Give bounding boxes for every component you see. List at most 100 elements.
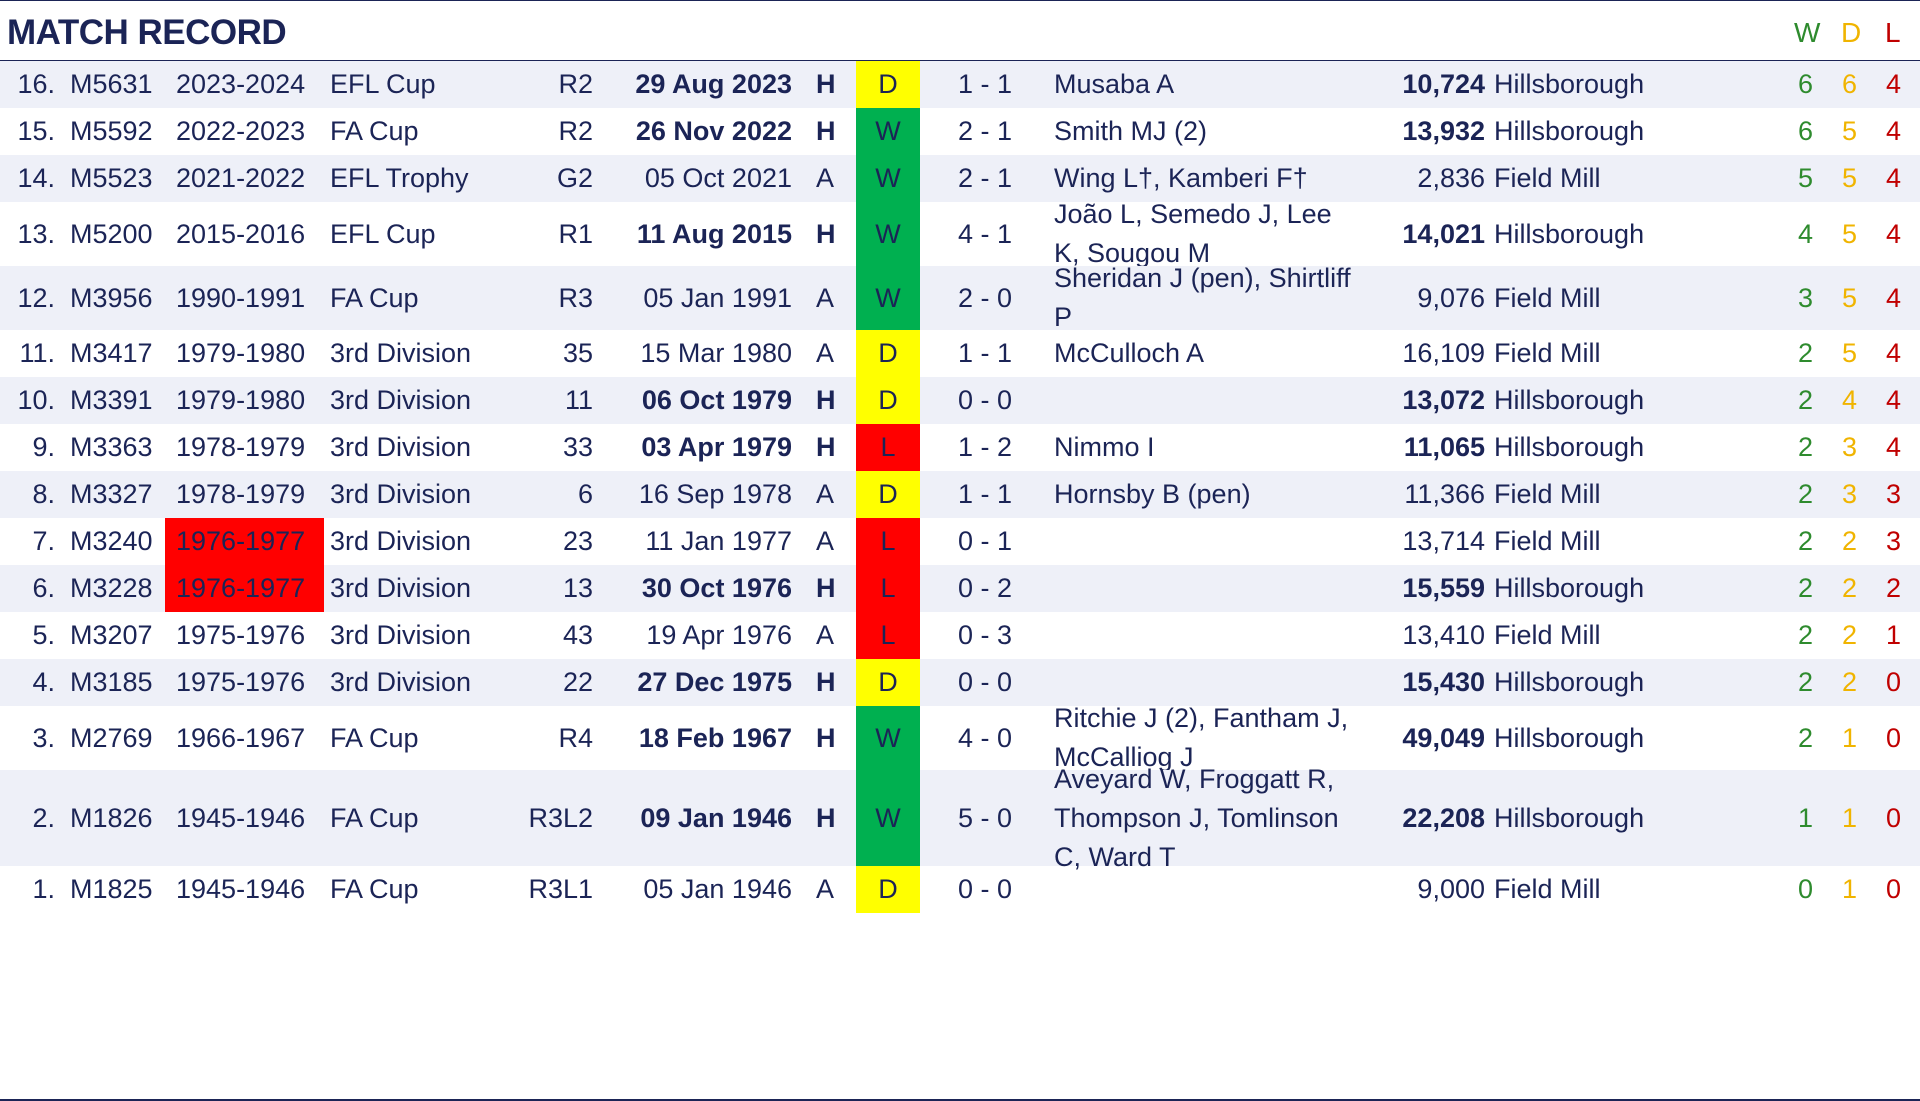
attendance: 13,932 — [1402, 116, 1485, 146]
match-number: 13. — [17, 219, 55, 249]
competition: 3rd Division — [330, 620, 472, 650]
scorers: Ritchie J (2), Fantham J, McCalliog J — [1054, 703, 1349, 772]
wins-count: 2 — [1798, 723, 1814, 753]
score: 1 - 1 — [957, 69, 1013, 99]
match-date: 18 Feb 1967 — [638, 723, 792, 753]
result-badge: D — [856, 61, 920, 108]
venue: H — [816, 723, 836, 753]
competition: 3rd Division — [330, 385, 472, 415]
score: 2 - 1 — [957, 163, 1013, 193]
scorers: Aveyard W, Froggatt R, Thompson J, Tomli… — [1054, 764, 1339, 872]
losses-count: 4 — [1886, 69, 1902, 99]
score: 0 - 0 — [957, 874, 1013, 904]
match-number: 12. — [17, 283, 55, 313]
match-date: 05 Jan 1946 — [643, 874, 792, 904]
header-wins: W — [1794, 17, 1821, 48]
score: 0 - 0 — [957, 385, 1013, 415]
season: 1975-1976 — [176, 667, 306, 697]
match-code: M3327 — [70, 479, 153, 509]
ground: Hillsborough — [1494, 723, 1645, 753]
score: 0 - 0 — [957, 667, 1013, 697]
scorers: Musaba A — [1054, 69, 1175, 99]
match-code: M3417 — [70, 338, 153, 368]
draws-count: 6 — [1842, 69, 1858, 99]
draws-count: 1 — [1842, 803, 1858, 833]
score: 0 - 2 — [957, 573, 1013, 603]
draws-count: 5 — [1842, 338, 1858, 368]
result-badge: L — [856, 565, 920, 612]
match-code: M5523 — [70, 163, 153, 193]
losses-count: 3 — [1886, 479, 1902, 509]
result-badge: L — [856, 612, 920, 659]
match-code: M2769 — [70, 723, 153, 753]
header-draws: D — [1841, 17, 1862, 48]
table-row: 4. M3185 1975-1976 3rd Division 22 27 Dec 197… — [0, 659, 1920, 706]
round: R2 — [558, 69, 593, 99]
wins-count: 2 — [1798, 573, 1814, 603]
ground: Field Mill — [1494, 479, 1601, 509]
attendance: 13,714 — [1402, 526, 1485, 556]
wins-count: 2 — [1798, 479, 1814, 509]
round: 22 — [562, 667, 593, 697]
match-number: 11. — [19, 338, 55, 368]
losses-count: 4 — [1886, 432, 1902, 462]
wins-count: 6 — [1798, 69, 1814, 99]
losses-count: 4 — [1886, 116, 1902, 146]
competition: 3rd Division — [330, 432, 472, 462]
venue: A — [816, 283, 835, 313]
draws-count: 1 — [1842, 874, 1858, 904]
season: 2021-2022 — [176, 163, 306, 193]
competition: EFL Cup — [330, 69, 436, 99]
wins-count: 3 — [1798, 283, 1814, 313]
table-row: 6. M3228 1976-1977 3rd Division 13 30 Oct 197… — [0, 565, 1920, 612]
venue: H — [816, 432, 836, 462]
result-badge: L — [856, 518, 920, 565]
competition: EFL Trophy — [330, 163, 469, 193]
ground: Field Mill — [1494, 526, 1601, 556]
result-badge: L — [856, 424, 920, 471]
season: 1945-1946 — [176, 803, 306, 833]
match-number: 6. — [32, 573, 55, 603]
match-number: 10. — [17, 385, 55, 415]
result-badge: W — [856, 108, 920, 155]
match-code: M3391 — [70, 385, 153, 415]
table-header: MATCH RECORD W D L — [0, 0, 1920, 61]
season: 1979-1980 — [176, 385, 306, 415]
competition: 3rd Division — [330, 338, 472, 368]
ground: Hillsborough — [1494, 219, 1645, 249]
ground: Field Mill — [1494, 163, 1601, 193]
losses-count: 4 — [1886, 219, 1902, 249]
result-badge: W — [856, 155, 920, 202]
venue: H — [816, 116, 836, 146]
competition: FA Cup — [330, 116, 419, 146]
draws-count: 2 — [1842, 667, 1858, 697]
ground: Hillsborough — [1494, 573, 1645, 603]
scorers: Smith MJ (2) — [1054, 116, 1208, 146]
result-badge: D — [856, 659, 920, 706]
match-code: M5631 — [70, 69, 153, 99]
draws-count: 3 — [1842, 432, 1858, 462]
round: 6 — [577, 479, 593, 509]
table-row: 3. M2769 1966-1967 FA Cup R4 18 Feb 1967 H W 4 -… — [0, 703, 1920, 772]
round: G2 — [556, 163, 593, 193]
ground: Hillsborough — [1494, 116, 1645, 146]
attendance: 22,208 — [1402, 803, 1485, 833]
table-row: 16. M5631 2023-2024 EFL Cup R2 29 Aug 2023 H D 1… — [0, 61, 1920, 108]
match-code: M5200 — [70, 219, 153, 249]
venue: A — [816, 163, 835, 193]
ground: Hillsborough — [1494, 432, 1645, 462]
match-code: M3956 — [70, 283, 153, 313]
losses-count: 3 — [1886, 526, 1902, 556]
table-row: 2. M1826 1945-1946 FA Cup R3L2 09 Jan 1946 H W 5… — [0, 764, 1920, 872]
competition: 3rd Division — [330, 573, 472, 603]
match-number: 16. — [17, 69, 55, 99]
wins-count: 5 — [1798, 163, 1814, 193]
season: 1975-1976 — [176, 620, 306, 650]
ground: Hillsborough — [1494, 803, 1645, 833]
season: 1945-1946 — [176, 874, 306, 904]
losses-count: 1 — [1886, 620, 1902, 650]
season: 1990-1991 — [176, 283, 306, 313]
scorers: João L, Semedo J, Lee K, Sougou M — [1054, 199, 1332, 268]
season: 1978-1979 — [176, 479, 306, 509]
attendance: 9,000 — [1417, 874, 1485, 904]
